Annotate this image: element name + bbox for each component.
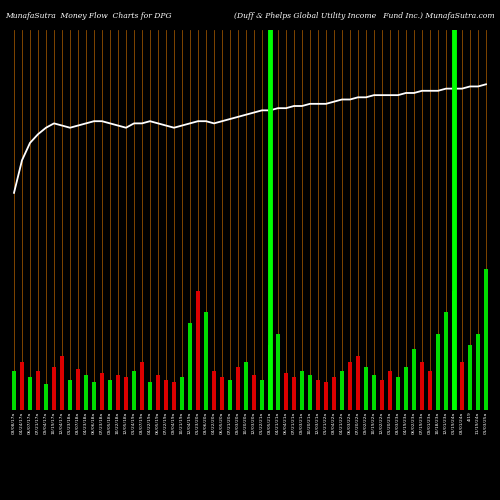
Bar [52,366,56,410]
Bar [212,371,216,410]
Bar [12,371,16,410]
Bar [84,376,88,410]
Bar [108,380,112,410]
Bar [348,362,352,410]
Bar [196,290,200,410]
Bar [68,380,72,410]
Bar [164,380,168,410]
Bar [132,371,136,410]
Text: MunafaSutra  Money Flow  Charts for DPG: MunafaSutra Money Flow Charts for DPG [5,12,172,20]
Bar [148,382,152,410]
Bar [220,378,224,410]
Bar [452,290,456,410]
Bar [340,371,344,410]
Bar [228,380,232,410]
Bar [116,376,120,410]
Bar [252,376,256,410]
Bar [484,269,488,410]
Bar [436,334,440,410]
Bar [476,334,480,410]
Bar [420,362,424,410]
Bar [36,371,40,410]
Bar [180,378,184,410]
Bar [316,380,320,410]
Bar [92,382,96,410]
Bar [364,366,368,410]
Bar [372,376,376,410]
Bar [460,362,464,410]
Bar [388,371,392,410]
Bar [308,376,312,410]
Bar [284,373,288,410]
Bar [412,349,416,410]
Bar [444,312,448,410]
Bar [124,378,128,410]
Bar [28,378,32,410]
Text: (Duff & Phelps Global Utility Income   Fund Inc.) MunafaSutra.com: (Duff & Phelps Global Utility Income Fun… [234,12,495,20]
Bar [44,384,48,410]
Bar [292,378,296,410]
Bar [468,345,472,410]
Bar [20,362,24,410]
Bar [332,378,336,410]
Bar [300,371,304,410]
Bar [396,378,400,410]
Bar [100,373,104,410]
Bar [76,368,80,410]
Bar [140,362,144,410]
Bar [236,366,240,410]
Bar [188,323,192,410]
Bar [356,356,360,410]
Bar [260,380,264,410]
Bar [380,380,384,410]
Bar [276,334,280,410]
Bar [244,362,248,410]
Bar [404,366,408,410]
Bar [60,356,64,410]
Bar [428,371,432,410]
Bar [172,382,176,410]
Bar [156,376,160,410]
Bar [204,312,208,410]
Bar [268,345,272,410]
Bar [324,382,328,410]
